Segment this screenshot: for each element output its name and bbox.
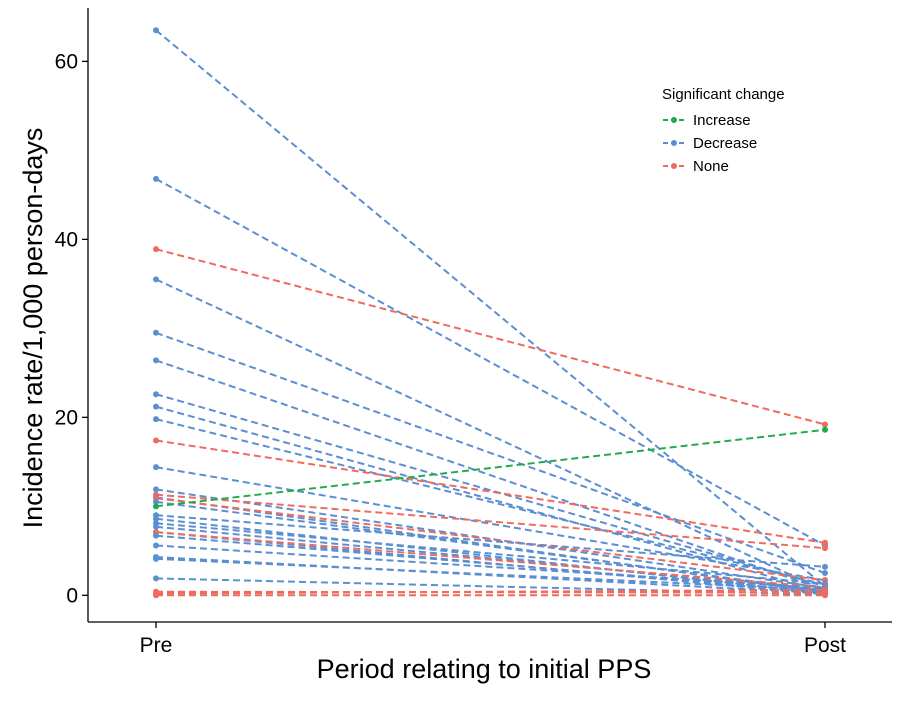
legend: Significant change Increase Decrease None xyxy=(662,86,785,175)
x-tick-label: Post xyxy=(804,634,846,657)
point-pre xyxy=(153,498,159,505)
legend-entries: Increase Decrease None xyxy=(663,112,757,175)
series-none-3 xyxy=(153,246,828,428)
series-layer xyxy=(153,27,828,599)
point-pre xyxy=(153,437,159,444)
point-pre xyxy=(153,532,159,539)
point-pre xyxy=(153,555,159,562)
series-line xyxy=(155,497,826,582)
series-line xyxy=(155,525,826,591)
point-post xyxy=(822,586,828,593)
legend-title: Significant change xyxy=(662,86,785,103)
point-post xyxy=(822,426,828,433)
point-pre xyxy=(153,503,159,510)
series-line xyxy=(155,439,826,544)
legend-label: Decrease xyxy=(693,135,757,152)
axes xyxy=(87,8,892,623)
series-line xyxy=(155,331,826,574)
series-line xyxy=(155,522,826,585)
series-line xyxy=(155,493,826,550)
point-pre xyxy=(153,542,159,549)
point-pre xyxy=(153,403,159,410)
series-none-31 xyxy=(153,592,828,599)
series-none-15 xyxy=(153,495,828,584)
series-line xyxy=(155,248,826,426)
series-line xyxy=(155,534,826,593)
series-line xyxy=(155,428,826,508)
legend-key-point xyxy=(671,140,677,146)
x-axis-title: Period relating to initial PPS xyxy=(317,654,652,684)
y-tick-label: 40 xyxy=(55,228,78,251)
series-decrease-18 xyxy=(153,512,828,570)
legend-entry-none: None xyxy=(663,158,729,175)
point-pre xyxy=(153,464,159,471)
series-line xyxy=(155,557,826,591)
point-pre xyxy=(153,391,159,398)
legend-entry-increase: Increase xyxy=(663,112,751,129)
series-line xyxy=(155,359,826,591)
point-pre xyxy=(153,246,159,253)
point-pre xyxy=(153,329,159,336)
series-line xyxy=(155,177,826,547)
legend-entry-decrease: Decrease xyxy=(663,135,757,152)
series-line xyxy=(155,418,826,586)
point-post xyxy=(822,563,828,570)
series-decrease-5 xyxy=(153,329,828,577)
point-post xyxy=(822,545,828,552)
series-line xyxy=(155,577,826,596)
point-post xyxy=(822,421,828,428)
series-none-13 xyxy=(153,491,828,552)
legend-label: None xyxy=(693,158,729,175)
series-line xyxy=(155,466,826,582)
y-tick-label: 60 xyxy=(55,50,78,73)
point-pre xyxy=(153,515,159,522)
tick-layer: 0 20 40 60 Pre Post xyxy=(55,50,847,657)
point-post xyxy=(822,539,828,546)
point-pre xyxy=(153,523,159,530)
y-tick-label: 0 xyxy=(66,584,78,607)
series-line xyxy=(155,514,826,568)
point-post xyxy=(822,570,828,577)
point-pre xyxy=(153,486,159,493)
point-pre xyxy=(153,276,159,283)
point-pre xyxy=(153,357,159,364)
x-tick-label: Pre xyxy=(140,634,173,657)
point-pre xyxy=(153,575,159,582)
series-line xyxy=(155,500,826,592)
legend-key-point xyxy=(671,117,677,123)
series-decrease-2 xyxy=(153,175,828,549)
point-pre xyxy=(153,416,159,423)
legend-label: Increase xyxy=(693,112,751,129)
series-line xyxy=(155,278,826,592)
point-pre xyxy=(153,27,159,34)
series-decrease-4 xyxy=(153,276,828,594)
series-line xyxy=(155,531,826,589)
series-decrease-20 xyxy=(153,520,828,587)
point-pre xyxy=(153,592,159,599)
series-line xyxy=(155,544,826,590)
point-post xyxy=(822,592,828,599)
point-pre xyxy=(153,175,159,182)
legend-key-point xyxy=(671,163,677,169)
series-line xyxy=(155,393,826,588)
series-line xyxy=(155,588,826,595)
series-none-10 xyxy=(153,437,828,546)
series-line xyxy=(155,517,826,595)
series-increase-17 xyxy=(153,426,828,510)
series-decrease-11 xyxy=(153,464,828,584)
y-axis-title: Incidence rate/1,000 person-days xyxy=(18,128,48,529)
y-tick-label: 20 xyxy=(55,406,78,429)
series-line xyxy=(155,488,826,590)
series-line xyxy=(155,29,826,588)
